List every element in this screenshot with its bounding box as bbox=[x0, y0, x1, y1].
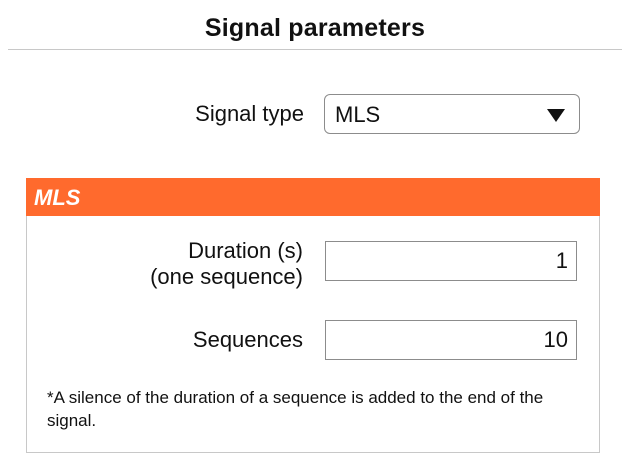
duration-label-line1: Duration (s) bbox=[188, 238, 303, 263]
sequences-input[interactable] bbox=[326, 321, 576, 359]
dropdown-arrow-icon bbox=[547, 109, 565, 122]
duration-field[interactable] bbox=[325, 241, 577, 281]
signal-type-value: MLS bbox=[335, 102, 381, 127]
title-divider bbox=[8, 49, 622, 50]
signal-type-label: Signal type bbox=[195, 101, 304, 126]
signal-type-select[interactable]: MLS bbox=[324, 94, 580, 134]
duration-label-line2: (one sequence) bbox=[150, 264, 303, 289]
mls-panel: MLS Duration (s) (one sequence) Sequence… bbox=[26, 178, 600, 453]
duration-label: Duration (s) (one sequence) bbox=[150, 238, 303, 290]
sequences-label: Sequences bbox=[192, 327, 303, 352]
footnote: *A silence of the duration of a sequence… bbox=[47, 388, 544, 430]
duration-input[interactable] bbox=[326, 242, 576, 280]
mls-panel-title: MLS bbox=[34, 185, 81, 210]
mls-panel-header: MLS bbox=[26, 178, 600, 216]
sequences-field[interactable] bbox=[325, 320, 577, 360]
page-title: Signal parameters bbox=[204, 14, 426, 42]
